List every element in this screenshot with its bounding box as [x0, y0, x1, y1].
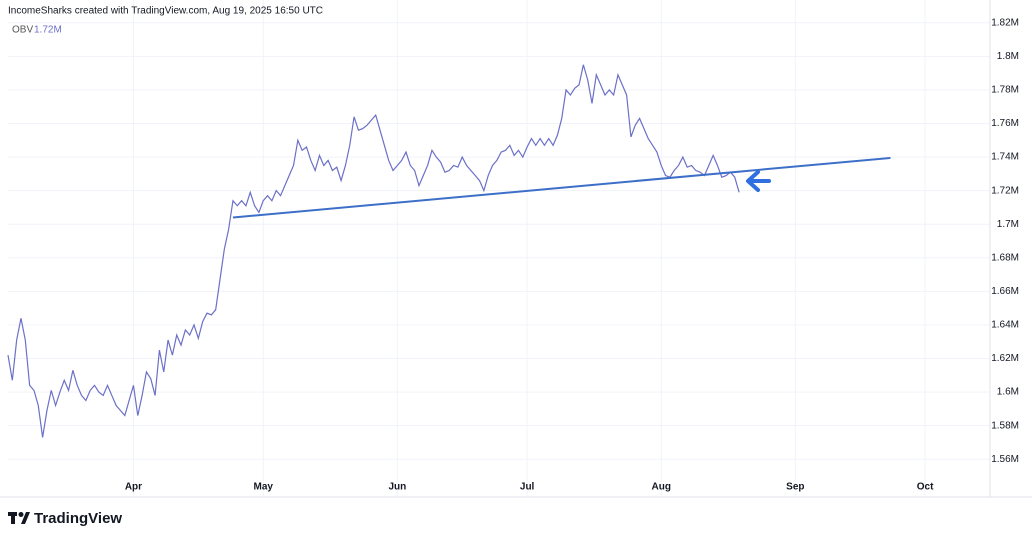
y-tick-label: 1.62M — [991, 353, 1019, 364]
y-tick-label: 1.8M — [997, 51, 1019, 62]
y-tick-label: 1.66M — [991, 286, 1019, 297]
plot: 1.56M 1.58M 1.6M 1.62M 1.64M 1.66M 1.68M 1.7M 1.… — [7, 0, 1019, 497]
header-text: IncomeSharks created with TradingView.co… — [8, 6, 323, 17]
y-tick-label: 1.74M — [991, 152, 1019, 163]
arrow-annotation — [746, 170, 771, 192]
y-tick-label: 1.72M — [991, 185, 1019, 196]
x-tick-label: Jul — [520, 482, 535, 493]
y-tick-label: 1.7M — [997, 219, 1019, 230]
x-tick-label: Apr — [125, 482, 142, 493]
legend-name: OBV — [12, 25, 33, 36]
brand-name: TradingView — [34, 510, 122, 527]
y-tick-label: 1.58M — [991, 420, 1019, 431]
y-tick-label: 1.78M — [991, 85, 1019, 96]
legend-value: 1.72M — [34, 25, 62, 36]
x-tick-label: Sep — [786, 482, 804, 493]
y-tick-label: 1.82M — [991, 17, 1019, 28]
y-tick-label: 1.64M — [991, 320, 1019, 331]
y-tick-label: 1.76M — [991, 118, 1019, 129]
x-tick-label: Jun — [388, 482, 406, 493]
brand-logo — [8, 512, 30, 524]
y-tick-label: 1.6M — [997, 387, 1019, 398]
y-tick-label: 1.56M — [991, 454, 1019, 465]
x-tick-label: Aug — [651, 482, 670, 493]
x-tick-label: Oct — [917, 482, 934, 493]
data-line — [7, 64, 740, 438]
y-tick-label: 1.68M — [991, 252, 1019, 263]
trend-line — [232, 156, 891, 219]
x-tick-label: May — [254, 482, 274, 493]
